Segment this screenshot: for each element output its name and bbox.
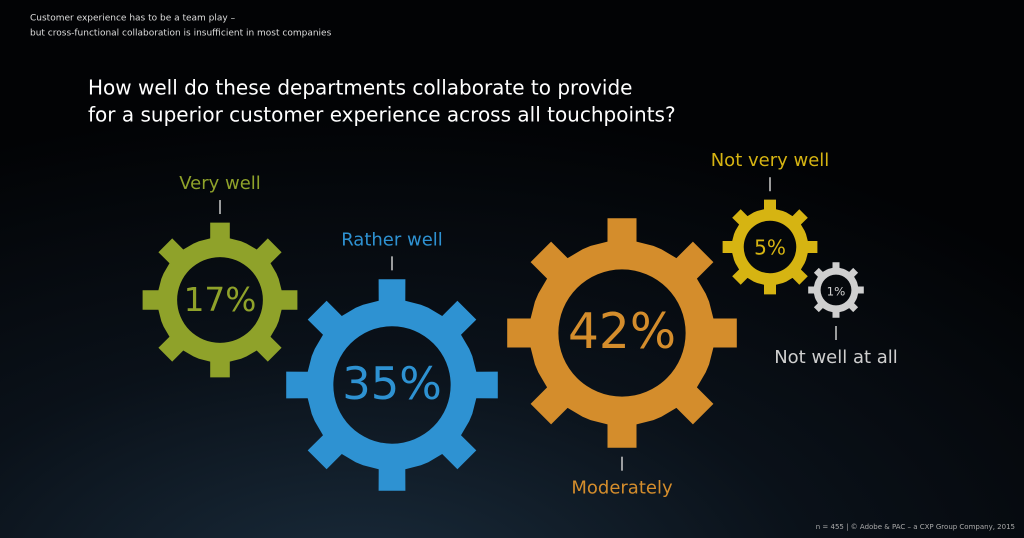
category-label: Moderately <box>571 478 673 499</box>
chart-title: How well do these departments collaborat… <box>88 76 632 100</box>
category-label: Not very well <box>711 150 830 171</box>
category-label: Very well <box>179 173 261 194</box>
gear <box>808 262 864 318</box>
gear <box>286 279 498 491</box>
gear <box>507 218 737 448</box>
value-label: 35% <box>342 357 442 410</box>
category-label: Not well at all <box>774 347 898 368</box>
subtitle: but cross-functional collaboration is in… <box>30 29 332 39</box>
value-label: 1% <box>827 285 846 299</box>
footnote: n = 455 | © Adobe & PAC – a CXP Group Co… <box>816 523 1015 531</box>
gear <box>142 222 298 378</box>
category-label: Rather well <box>341 229 443 250</box>
value-label: 42% <box>568 304 676 360</box>
gear <box>722 199 818 295</box>
value-label: 5% <box>754 236 786 260</box>
subtitle: Customer experience has to be a team pla… <box>30 14 236 24</box>
value-label: 17% <box>184 281 257 319</box>
chart-title: for a superior customer experience acros… <box>88 103 676 127</box>
